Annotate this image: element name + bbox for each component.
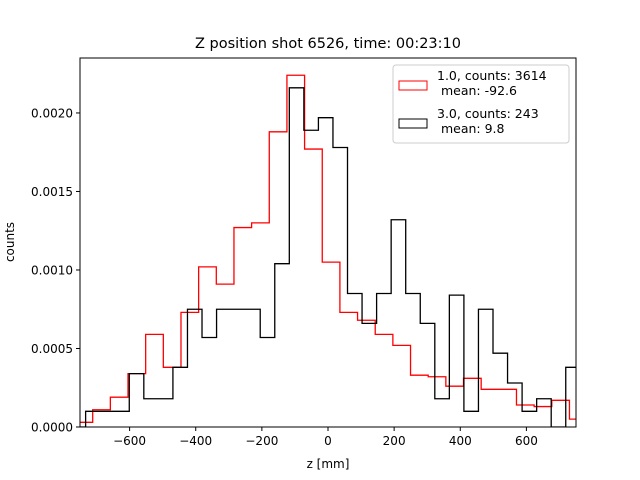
y-tick-label: 0.0020 <box>31 106 73 120</box>
series-2-bin <box>493 353 508 427</box>
series-1-bin <box>393 345 411 427</box>
series-1-bin <box>163 367 181 427</box>
legend-label-series-1: 1.0, counts: 3614 <box>437 68 547 83</box>
x-axis-label: z [mm] <box>307 457 350 471</box>
series-2-bin <box>129 374 144 427</box>
series-2-bin <box>115 411 130 427</box>
series-2-bin <box>246 309 261 427</box>
series-1-bin <box>322 262 340 427</box>
series-1-bin <box>128 374 146 427</box>
series-2-bin <box>377 294 392 427</box>
legend-frame <box>392 64 570 144</box>
series-2-bin <box>435 399 450 427</box>
series-2-bin <box>100 411 115 427</box>
series-2-bin <box>158 399 173 427</box>
x-tick-label: −400 <box>179 434 212 448</box>
series-1-bin <box>340 312 358 427</box>
series-1-bin <box>411 375 429 427</box>
series-2-bin <box>478 309 493 427</box>
series-1-bin <box>375 334 393 427</box>
series-2-bin <box>304 130 319 427</box>
series-1-bin <box>269 132 287 427</box>
series-1-bin <box>146 334 164 427</box>
x-axis: −600 −400 −200 0 200 400 600 <box>113 427 538 448</box>
y-tick-label: 0.0015 <box>31 185 73 199</box>
series-2-bin <box>187 309 202 427</box>
legend-swatch-black <box>398 118 428 129</box>
series-1-step-line <box>80 74 576 423</box>
series-2-bin <box>522 411 537 427</box>
series-1-bin <box>181 312 199 427</box>
series-2-bin <box>406 294 421 427</box>
series-layer <box>75 74 587 427</box>
series-2-bin <box>289 88 304 427</box>
series-1-bin <box>446 386 464 427</box>
series-2-bin <box>275 264 290 427</box>
series-1-bin <box>93 410 111 427</box>
series-1-bin <box>516 405 534 427</box>
series-1-bin <box>481 389 499 427</box>
series-2-bin <box>362 323 377 427</box>
legend: 1.0, counts: 3614 mean: -92.6 3.0, count… <box>392 64 570 144</box>
x-tick-label: −600 <box>113 434 146 448</box>
series-2-bin <box>144 399 159 427</box>
series-2-bin <box>202 337 217 427</box>
series-2-bin <box>231 309 246 427</box>
series-2-bin <box>464 411 479 427</box>
x-tick-label: −200 <box>245 434 278 448</box>
legend-swatch-red <box>398 80 428 91</box>
series-2-bin <box>348 294 363 427</box>
series-1-bin <box>358 320 376 427</box>
x-tick-label: 400 <box>449 434 472 448</box>
series-2-bin <box>566 367 581 427</box>
series-2-step-line <box>80 87 576 427</box>
series-1-bin <box>305 149 323 427</box>
chart-title: Z position shot 6526, time: 00:23:10 <box>195 36 461 52</box>
series-2-bin <box>537 399 552 427</box>
series-1-bin <box>75 422 93 427</box>
y-tick-label: 0.0005 <box>31 342 73 356</box>
y-axis-label: counts <box>3 222 17 262</box>
series-2-bin <box>449 295 464 427</box>
x-tick-label: 200 <box>383 434 406 448</box>
legend-mean-series-2: mean: 9.8 <box>437 121 505 136</box>
x-tick-label: 0 <box>324 434 332 448</box>
series-1-bin <box>428 377 446 427</box>
series-1-bin <box>110 397 128 427</box>
series-1-bin <box>552 400 570 427</box>
series-1-bin <box>234 228 252 427</box>
series-2-bin <box>217 309 232 427</box>
y-tick-label: 0.0000 <box>31 421 73 435</box>
series-2-bin <box>173 367 188 427</box>
y-tick-label: 0.0010 <box>31 263 73 277</box>
series-1-bin <box>216 284 234 427</box>
legend-label-series-2: 3.0, counts: 243 <box>437 106 539 121</box>
series-1-bin <box>199 267 217 427</box>
legend-mean-series-1: mean: -92.6 <box>437 83 517 98</box>
series-1-bin <box>569 419 587 427</box>
y-axis: 0.0000 0.0005 0.0010 0.0015 0.0020 <box>31 106 80 435</box>
series-1-bin <box>499 389 517 427</box>
series-2-bin <box>260 337 275 427</box>
series-2-bin <box>391 220 406 427</box>
series-2-bin <box>318 118 333 427</box>
x-tick-label: 600 <box>515 434 538 448</box>
